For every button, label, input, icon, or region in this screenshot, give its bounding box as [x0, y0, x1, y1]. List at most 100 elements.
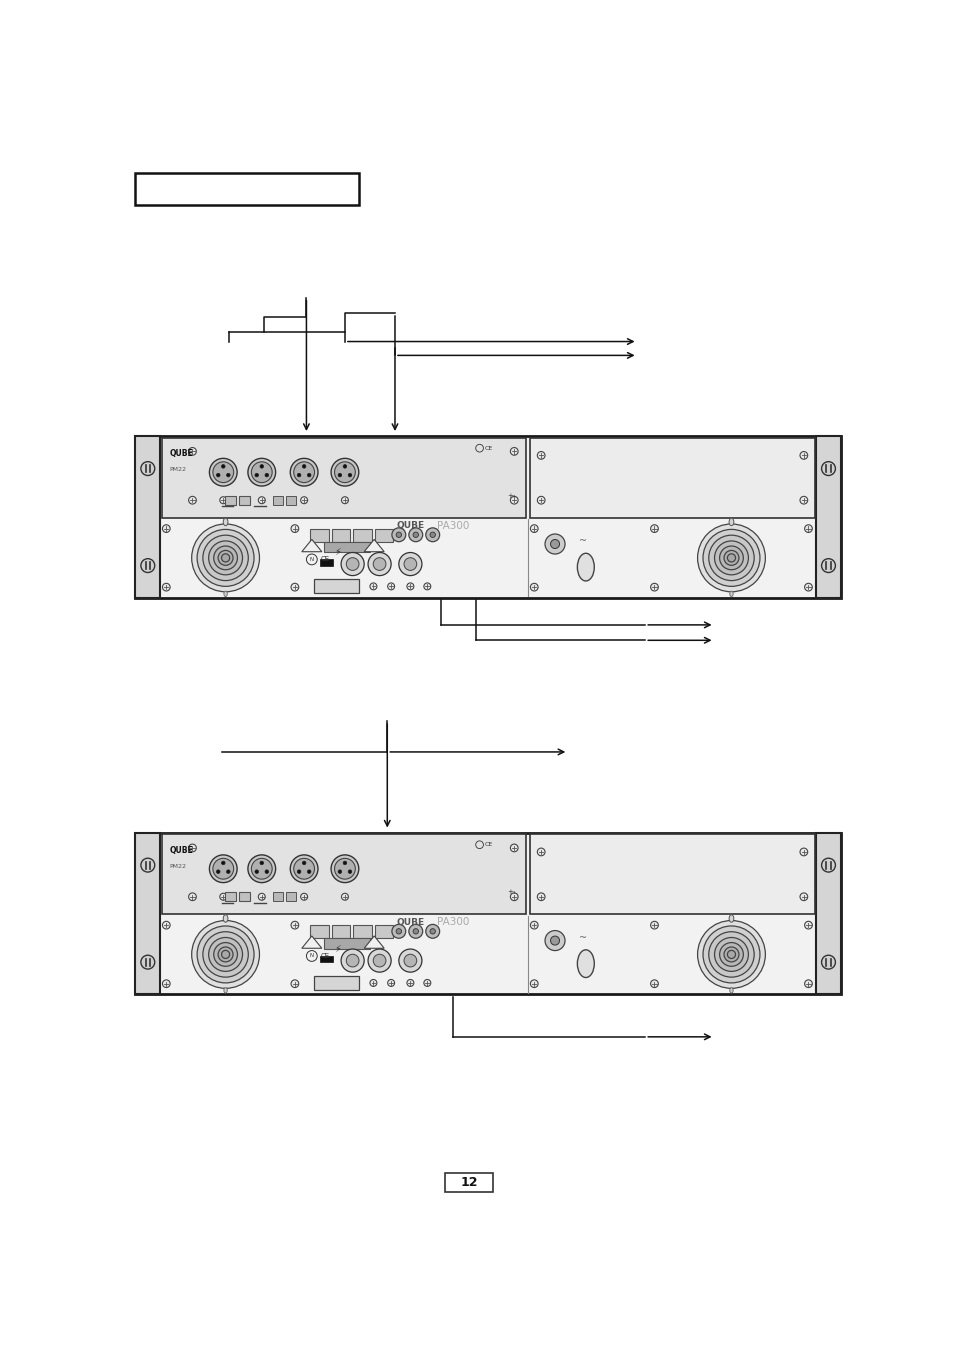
Text: CE: CE: [321, 952, 330, 959]
Circle shape: [800, 848, 807, 855]
Bar: [314, 975, 358, 990]
Text: QUBE: QUBE: [170, 450, 193, 458]
Circle shape: [719, 943, 742, 966]
Circle shape: [530, 584, 537, 590]
Text: ⚡: ⚡: [335, 943, 341, 954]
Text: QUBE: QUBE: [170, 846, 193, 855]
Ellipse shape: [577, 950, 594, 978]
Circle shape: [650, 921, 658, 929]
Text: ⚡: ⚡: [335, 547, 341, 557]
Circle shape: [510, 447, 517, 455]
Bar: [161, 438, 525, 517]
Circle shape: [162, 524, 170, 532]
Circle shape: [423, 979, 431, 986]
Bar: [135, 436, 840, 598]
Circle shape: [189, 893, 196, 901]
Circle shape: [392, 924, 405, 938]
Circle shape: [346, 954, 358, 967]
Circle shape: [430, 928, 435, 934]
Circle shape: [723, 550, 739, 565]
Circle shape: [430, 532, 435, 538]
Circle shape: [708, 535, 754, 581]
Circle shape: [189, 447, 196, 455]
Circle shape: [398, 553, 421, 576]
Circle shape: [821, 559, 835, 573]
Circle shape: [248, 855, 275, 882]
Bar: [332, 925, 350, 938]
Circle shape: [335, 858, 355, 880]
Bar: [285, 496, 295, 505]
Text: PA300: PA300: [436, 520, 469, 531]
Circle shape: [331, 855, 358, 882]
Circle shape: [260, 861, 263, 865]
Circle shape: [708, 932, 754, 977]
Circle shape: [297, 870, 300, 874]
Circle shape: [510, 844, 517, 851]
Circle shape: [265, 473, 269, 477]
Circle shape: [425, 924, 439, 938]
Bar: [816, 436, 840, 598]
Circle shape: [800, 451, 807, 459]
Bar: [530, 835, 814, 915]
Ellipse shape: [729, 988, 733, 993]
Circle shape: [530, 921, 537, 929]
Bar: [274, 496, 283, 505]
Bar: [353, 528, 372, 542]
Circle shape: [203, 535, 248, 581]
Circle shape: [213, 546, 237, 570]
Circle shape: [302, 465, 306, 469]
Circle shape: [702, 925, 760, 984]
Circle shape: [530, 524, 537, 532]
Circle shape: [297, 473, 300, 477]
Bar: [816, 832, 840, 994]
Bar: [332, 528, 350, 542]
Polygon shape: [301, 539, 321, 551]
Ellipse shape: [223, 519, 228, 526]
Ellipse shape: [224, 988, 227, 993]
Polygon shape: [364, 539, 384, 551]
Circle shape: [544, 931, 564, 951]
Ellipse shape: [728, 519, 733, 526]
Polygon shape: [301, 936, 321, 948]
Circle shape: [197, 530, 253, 586]
Bar: [274, 892, 283, 901]
Circle shape: [213, 462, 233, 482]
Circle shape: [341, 553, 364, 576]
Circle shape: [197, 925, 253, 984]
Circle shape: [407, 979, 414, 986]
Circle shape: [341, 893, 348, 900]
Text: 12: 12: [459, 1175, 477, 1189]
Ellipse shape: [729, 592, 733, 597]
Bar: [353, 925, 372, 938]
Circle shape: [209, 540, 242, 574]
Circle shape: [216, 870, 220, 874]
Circle shape: [226, 870, 230, 874]
Circle shape: [213, 943, 237, 966]
Circle shape: [248, 458, 275, 486]
Circle shape: [254, 870, 258, 874]
Text: +₁: +₁: [507, 889, 516, 896]
Circle shape: [254, 473, 258, 477]
Text: CE: CE: [484, 446, 493, 451]
Circle shape: [337, 870, 341, 874]
Text: PM22: PM22: [170, 467, 186, 473]
Circle shape: [537, 893, 544, 901]
Text: QUBE: QUBE: [395, 521, 424, 530]
Circle shape: [404, 558, 416, 570]
Circle shape: [189, 844, 196, 851]
Circle shape: [370, 582, 376, 590]
Circle shape: [162, 921, 170, 929]
Text: N: N: [310, 557, 314, 562]
Circle shape: [221, 554, 230, 562]
Bar: [285, 892, 295, 901]
Bar: [225, 892, 236, 901]
Circle shape: [302, 861, 306, 865]
Text: +₁: +₁: [507, 493, 516, 499]
Circle shape: [341, 948, 364, 973]
Circle shape: [821, 858, 835, 871]
Circle shape: [697, 920, 764, 989]
Circle shape: [203, 932, 248, 977]
Bar: [310, 528, 329, 542]
Circle shape: [719, 546, 742, 570]
Text: CE: CE: [484, 842, 493, 847]
